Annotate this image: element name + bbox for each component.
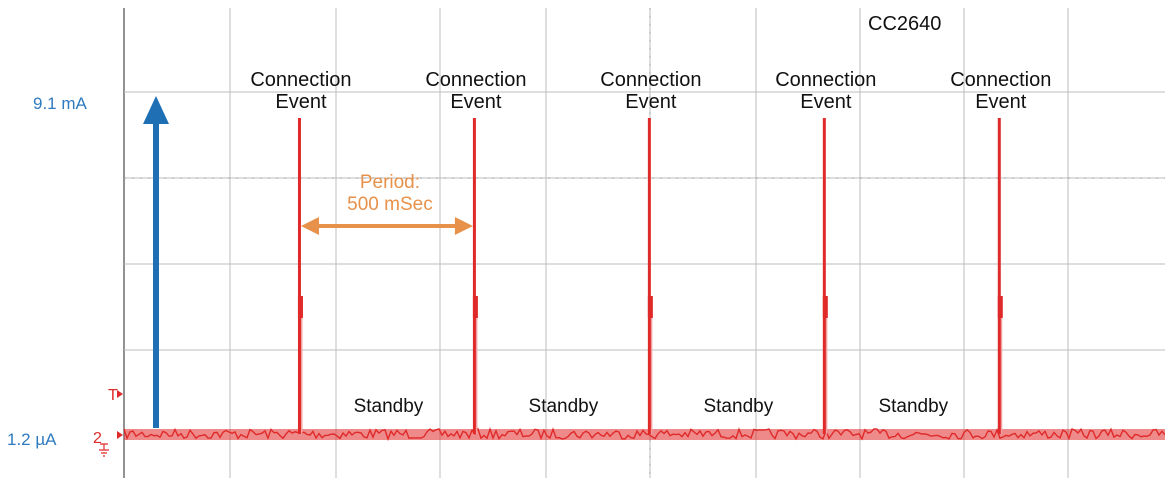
spike bbox=[647, 118, 651, 434]
event-label-line: Connection bbox=[425, 69, 526, 91]
event-label-line: Event bbox=[275, 91, 327, 113]
period-arrow-right-head bbox=[454, 217, 473, 235]
event-label-line: Event bbox=[800, 91, 852, 113]
event-label-line: Connection bbox=[950, 69, 1051, 91]
event-label: Connection Event bbox=[775, 69, 876, 113]
event-label: Connection Event bbox=[600, 69, 701, 113]
event-label-line: Connection bbox=[775, 69, 876, 91]
channel-marker: 2 bbox=[93, 430, 102, 447]
period-arrow-left-head bbox=[300, 217, 319, 235]
spike bbox=[297, 118, 301, 434]
spike-shoulder bbox=[647, 296, 653, 318]
spike-shoulder bbox=[297, 296, 303, 318]
period-label: Period: bbox=[360, 172, 420, 193]
spike-shoulder bbox=[472, 296, 478, 318]
baseline-noise bbox=[123, 427, 1165, 442]
spike bbox=[997, 118, 1001, 434]
baseline-band bbox=[124, 429, 1165, 440]
trigger-marker: T bbox=[108, 387, 118, 404]
current-trace bbox=[123, 118, 1165, 442]
spike-shoulder bbox=[997, 296, 1003, 318]
high-level-label: 9.1 mA bbox=[33, 94, 88, 113]
event-label: Connection Event bbox=[250, 69, 351, 113]
event-label: Connection Event bbox=[950, 69, 1051, 113]
event-label-line: Connection bbox=[250, 69, 351, 91]
level-arrow-head bbox=[143, 96, 169, 124]
chart-title: CC2640 bbox=[868, 13, 941, 35]
event-label-line: Event bbox=[975, 91, 1027, 113]
standby-label: Standby bbox=[878, 396, 948, 417]
spike bbox=[472, 118, 476, 434]
low-level-label: 1.2 µA bbox=[7, 430, 57, 449]
event-label: Connection Event bbox=[425, 69, 526, 113]
spike bbox=[822, 118, 826, 434]
event-label-line: Event bbox=[625, 91, 677, 113]
annotations: CC2640 9.1 mA 1.2 µA T 2 Connection Event… bbox=[7, 13, 1051, 457]
channel-marker-arrow bbox=[117, 431, 123, 439]
period-label: 500 mSec bbox=[347, 194, 433, 215]
standby-label: Standby bbox=[354, 396, 424, 417]
standby-label: Standby bbox=[529, 396, 599, 417]
spike-shoulder bbox=[822, 296, 828, 318]
event-label-line: Event bbox=[450, 91, 502, 113]
standby-label: Standby bbox=[703, 396, 773, 417]
ground-icon bbox=[99, 443, 109, 457]
event-label-line: Connection bbox=[600, 69, 701, 91]
trigger-marker-arrow bbox=[117, 390, 123, 398]
